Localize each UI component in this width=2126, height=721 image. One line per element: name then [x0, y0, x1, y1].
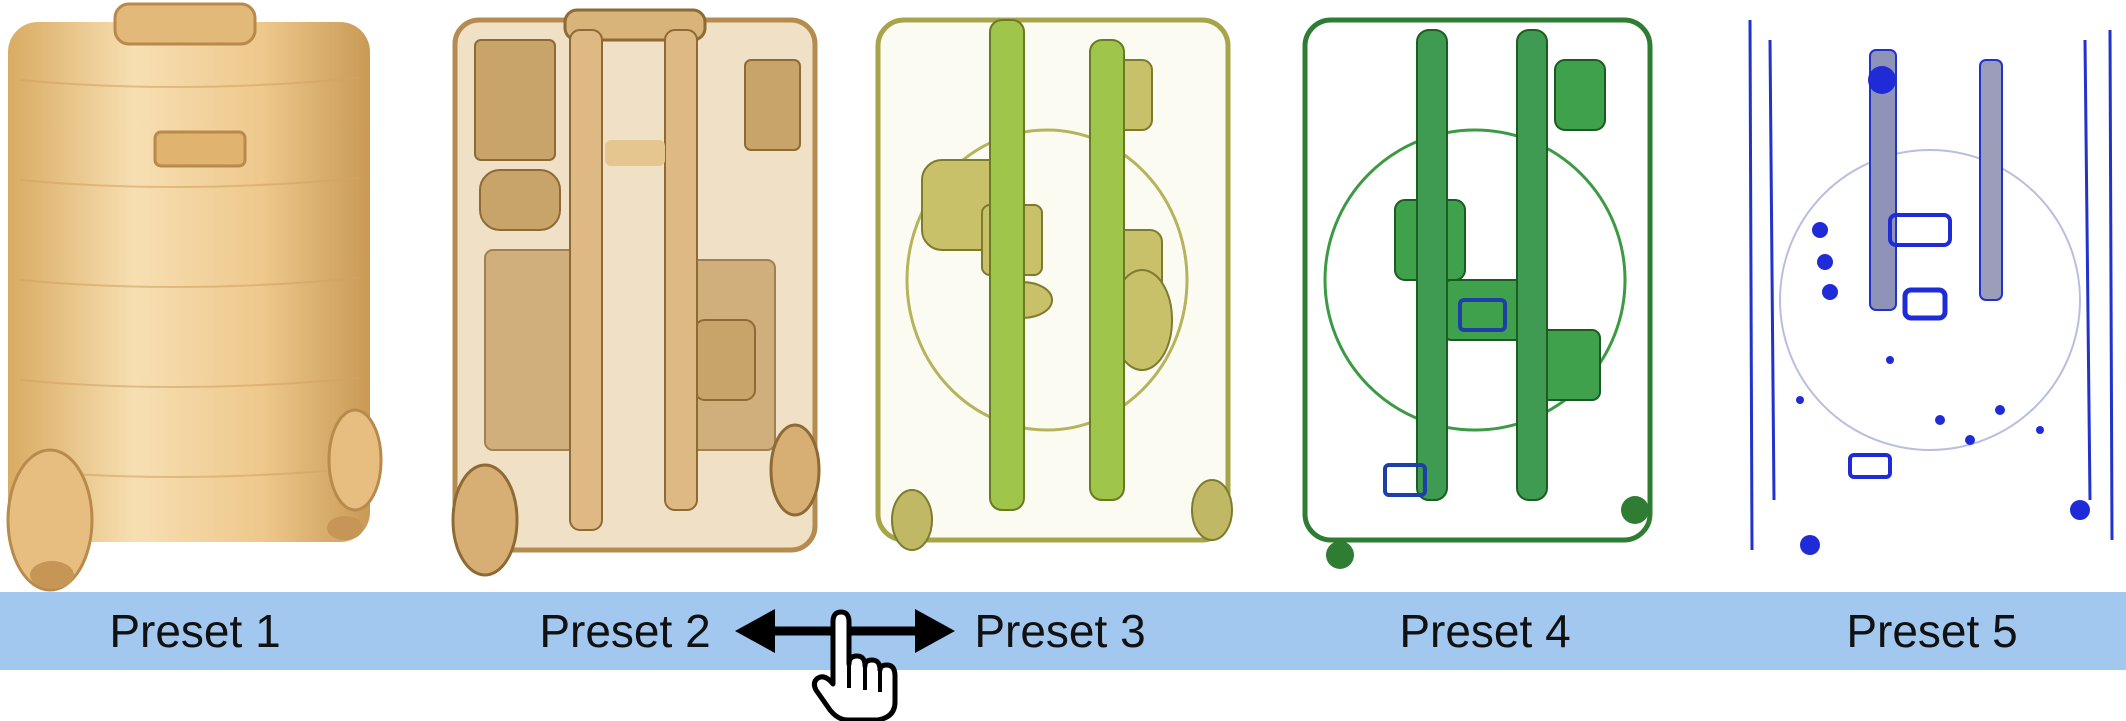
hand-pointer-icon	[811, 609, 898, 721]
render-preset-4	[1295, 0, 1665, 592]
render-preset-1	[0, 0, 400, 592]
render-preset-2	[445, 0, 830, 592]
preset-3-label[interactable]: Preset 3	[974, 605, 1146, 657]
render-preset-3	[872, 0, 1242, 592]
preset-4-label[interactable]: Preset 4	[1399, 605, 1571, 657]
render-preset-5	[1740, 0, 2126, 592]
suitcase-contents-olive-image	[875, 17, 1233, 551]
preset-bar	[0, 592, 2126, 670]
preset-5-label[interactable]: Preset 5	[1846, 605, 2018, 657]
suitcase-contents-green-image	[1302, 17, 1653, 569]
preset-1-label[interactable]: Preset 1	[109, 605, 281, 657]
suitcase-opaque-image	[6, 2, 383, 592]
preset-slider-control[interactable]	[730, 592, 960, 721]
suitcase-contents-blue-image	[1748, 19, 2114, 555]
suitcase-contents-bronze-image	[451, 8, 821, 577]
preset-2-label[interactable]: Preset 2	[539, 605, 711, 657]
double-arrow-icon	[735, 609, 955, 721]
